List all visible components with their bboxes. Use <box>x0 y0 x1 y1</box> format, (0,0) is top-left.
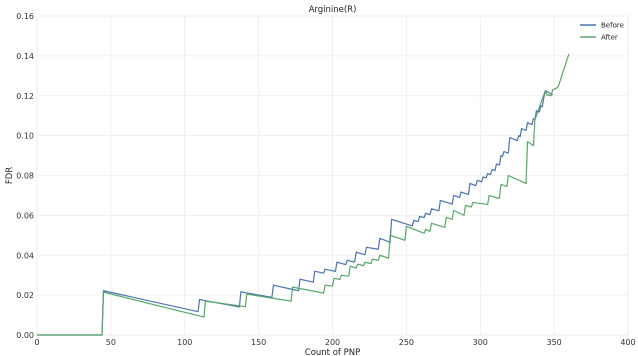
y-tick-label: 0.14 <box>16 52 34 61</box>
grid <box>36 15 629 336</box>
y-axis-label: FDR <box>5 167 15 184</box>
x-tick-label: 350 <box>546 338 561 347</box>
y-tick-label: 0.06 <box>16 211 34 220</box>
y-tick-label: 0.10 <box>16 132 34 141</box>
x-tick-label: 400 <box>620 338 635 347</box>
legend-label-before: Before <box>601 22 624 30</box>
legend: Before After <box>580 22 624 42</box>
x-tick-label: 200 <box>325 338 340 347</box>
y-axis: 0.00 0.02 0.04 0.06 0.08 0.10 0.12 0.14 0.16 <box>16 12 34 340</box>
x-axis: 0 50 100 150 200 250 300 350 400 <box>34 338 635 347</box>
x-tick-label: 150 <box>251 338 266 347</box>
legend-item-after: After <box>580 34 618 42</box>
series-line-after <box>37 53 570 336</box>
y-tick-label: 0.08 <box>16 172 34 181</box>
y-tick-label: 0.16 <box>16 12 34 21</box>
x-tick-label: 0 <box>34 338 39 347</box>
y-tick-label: 0.00 <box>16 331 34 340</box>
x-tick-label: 300 <box>473 338 488 347</box>
chart-title: Arginine(R) <box>309 5 357 15</box>
y-tick-label: 0.02 <box>16 291 34 300</box>
legend-label-after: After <box>601 34 618 42</box>
series-line-before <box>37 90 553 336</box>
x-axis-label: Count of PNP <box>305 348 360 356</box>
x-tick-label: 250 <box>399 338 414 347</box>
y-tick-label: 0.04 <box>16 251 34 260</box>
series-layer <box>37 53 570 336</box>
x-tick-label: 50 <box>106 338 116 347</box>
x-tick-label: 100 <box>177 338 192 347</box>
y-tick-label: 0.12 <box>16 92 34 101</box>
legend-item-before: Before <box>580 22 624 30</box>
